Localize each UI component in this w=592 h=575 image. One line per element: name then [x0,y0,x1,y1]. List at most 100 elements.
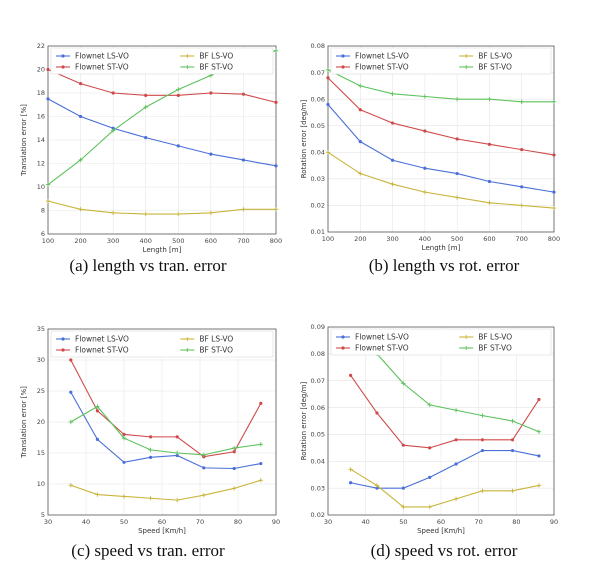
plot-frame [47,45,277,235]
data-point [552,190,556,194]
data-point [122,460,126,464]
data-point [273,207,279,212]
data-point [390,158,395,162]
series-line-0 [350,449,540,489]
x-tick-label: 90 [272,518,280,526]
x-tick-label: 100 [42,237,54,245]
chart-panel-c: 5 10 15 20 25 30 35 30 40 50 60 70 80 90 Speed [Km/h] T… [0,287,296,574]
data-point [78,157,83,163]
data-point [487,96,492,102]
series-line-2 [70,479,261,501]
data-point [510,418,515,424]
x-tick-label: 40 [82,518,90,526]
data-point [358,108,362,112]
data-point [208,210,214,216]
data-point [358,140,362,144]
legend-box [330,47,552,75]
data-point [110,210,116,216]
legend-label-1: Flownet ST-VO [355,63,409,72]
legend-marker-1 [341,346,345,350]
data-point [454,195,460,200]
data-point [537,454,541,458]
chart-b: 0.01 0.02 0.03 0.04 0.05 0.06 0.07 0.08 100 200 30… [300,42,560,252]
chart-panel-b: 0.01 0.02 0.03 0.04 0.05 0.06 0.07 0.08 100 200 30… [296,0,592,287]
data-point [454,462,458,466]
data-point [455,137,459,141]
chart-panel-d: 0.02 0.03 0.04 0.05 0.06 0.07 0.08 0.09 30 40 50 60… [296,287,592,574]
x-tick-label: 800 [548,235,560,243]
data-point [453,496,459,502]
y-tick-label: 0.05 [311,122,325,130]
legend-label-3: BF ST-VO [199,346,233,355]
data-point [510,488,515,494]
legend-label-3: BF ST-VO [199,63,233,72]
legend-label-2: BF LS-VO [478,52,512,61]
data-point [390,91,395,97]
y-tick-label: 0.08 [311,42,325,50]
legend-label-0: Flownet LS-VO [75,335,129,344]
x-tick-label: 50 [399,518,407,526]
data-point [78,114,83,119]
x-tick-label: 300 [107,237,119,245]
data-point [176,87,181,92]
data-point [241,207,246,212]
data-point [68,419,73,425]
y-tick-label: 6 [41,230,45,238]
data-point [427,504,432,510]
data-point [121,435,127,441]
data-point [45,182,51,187]
y-tick-label: 0.05 [311,431,325,439]
y-tick-label: 20 [37,418,45,426]
data-point [455,171,459,176]
legend-label-2: BF LS-VO [478,333,512,342]
caption-a: (a) length vs tran. error [69,256,227,275]
caption-d: (d) speed vs rot. error [370,541,518,560]
data-point [487,179,492,184]
data-point [390,181,395,187]
y-tick-label: 15 [37,449,45,457]
data-point [422,189,428,195]
data-point [175,453,179,458]
data-point [78,82,83,86]
caption-b: (b) length vs rot. error [368,256,520,275]
x-axis-label: Length [m] [422,244,461,252]
y-tick-label: 16 [37,113,45,121]
data-point [510,448,515,453]
y-tick-label: 8 [41,207,45,215]
data-point [175,497,180,503]
data-point [401,381,406,386]
data-point [78,207,83,212]
plot-frame [47,328,277,516]
data-point [149,435,153,439]
plot-frame [327,45,555,233]
data-point [259,401,263,405]
series-line-1 [70,359,262,458]
series-line-0 [47,98,277,167]
data-point [480,413,485,418]
data-point [358,171,363,176]
data-point [480,488,485,494]
data-point [487,200,492,205]
data-point [349,481,353,485]
data-point [454,96,460,102]
data-point [454,438,458,442]
series-line-1 [350,375,540,449]
chart-c: 5 10 15 20 25 30 35 30 40 50 60 70 80 90 Speed [Km/h] T… [20,325,280,535]
series-line-3 [327,69,554,103]
series-line-0 [70,391,261,470]
data-point [423,166,427,170]
data-point [175,435,179,439]
y-tick-label: 0.02 [311,511,325,519]
data-point [325,67,331,73]
legend-box [50,47,274,75]
legend-marker-0 [61,54,65,58]
x-tick-label: 70 [196,518,204,526]
chart-d: 0.02 0.03 0.04 0.05 0.06 0.07 0.08 0.09 30 40 50 60… [300,323,558,535]
x-tick-label: 100 [322,235,334,243]
x-tick-label: 500 [451,235,463,243]
x-tick-label: 40 [362,518,370,526]
legend-label-0: Flownet LS-VO [75,52,129,61]
x-axis-label: Length [m] [143,246,182,254]
data-point [202,466,206,470]
data-point [552,153,556,157]
